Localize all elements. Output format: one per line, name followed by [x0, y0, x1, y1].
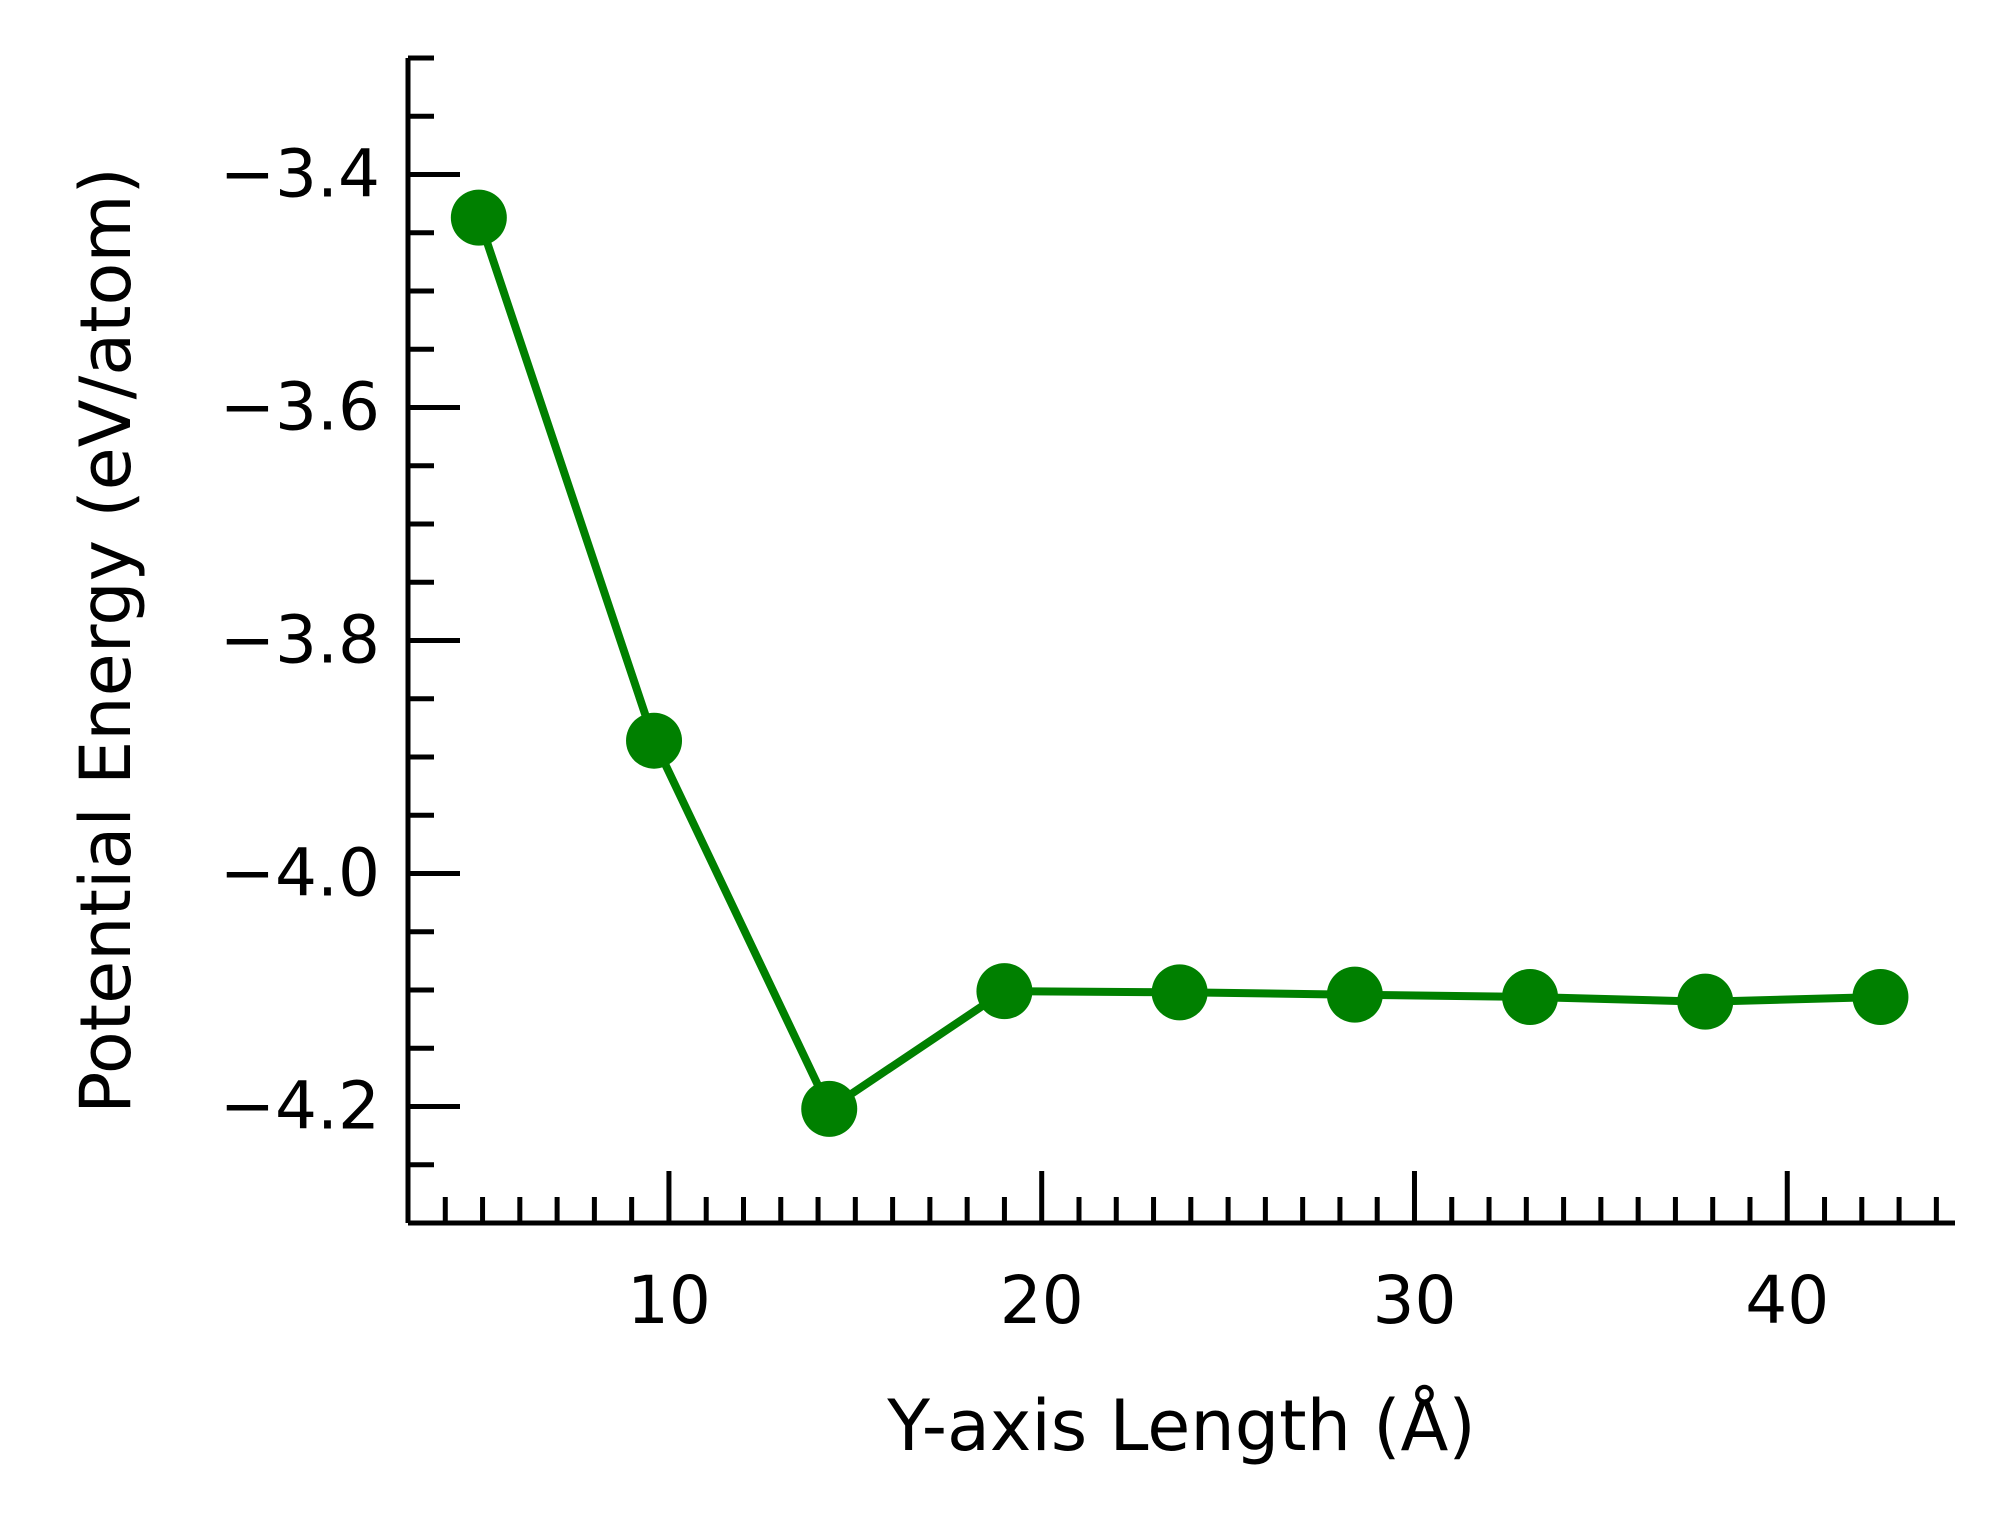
- x-tick-label: 10: [627, 1262, 711, 1339]
- y-tick-label: −3.8: [220, 602, 380, 679]
- x-tick-label: 30: [1372, 1262, 1456, 1339]
- y-tick-label: −4.0: [220, 835, 380, 912]
- y-tick-label: −3.6: [220, 369, 380, 446]
- labels-layer: −3.4 −3.6 −3.8 −4.0 −4.2 10 20 30 40: [220, 136, 1830, 1340]
- data-point: [1502, 968, 1559, 1025]
- data-point: [626, 712, 683, 769]
- series-layer: [450, 189, 1909, 1137]
- ticks-layer: [405, 55, 1939, 1226]
- axes-layer: [405, 58, 1955, 1226]
- data-point: [1852, 968, 1909, 1025]
- y-tick-label: −4.2: [220, 1068, 380, 1145]
- x-tick-label: 20: [1000, 1262, 1084, 1339]
- data-point: [1677, 973, 1734, 1030]
- data-point: [976, 963, 1033, 1020]
- data-point: [450, 189, 507, 246]
- data-point: [801, 1080, 858, 1137]
- data-point: [1151, 964, 1208, 1021]
- x-tick-label: 40: [1745, 1262, 1829, 1339]
- data-point: [1326, 966, 1383, 1023]
- y-tick-label: −3.4: [220, 136, 380, 213]
- y-axis-title: Potential Energy (eV/atom): [65, 167, 147, 1114]
- x-axis-title: Y-axis Length (Å): [886, 1385, 1475, 1467]
